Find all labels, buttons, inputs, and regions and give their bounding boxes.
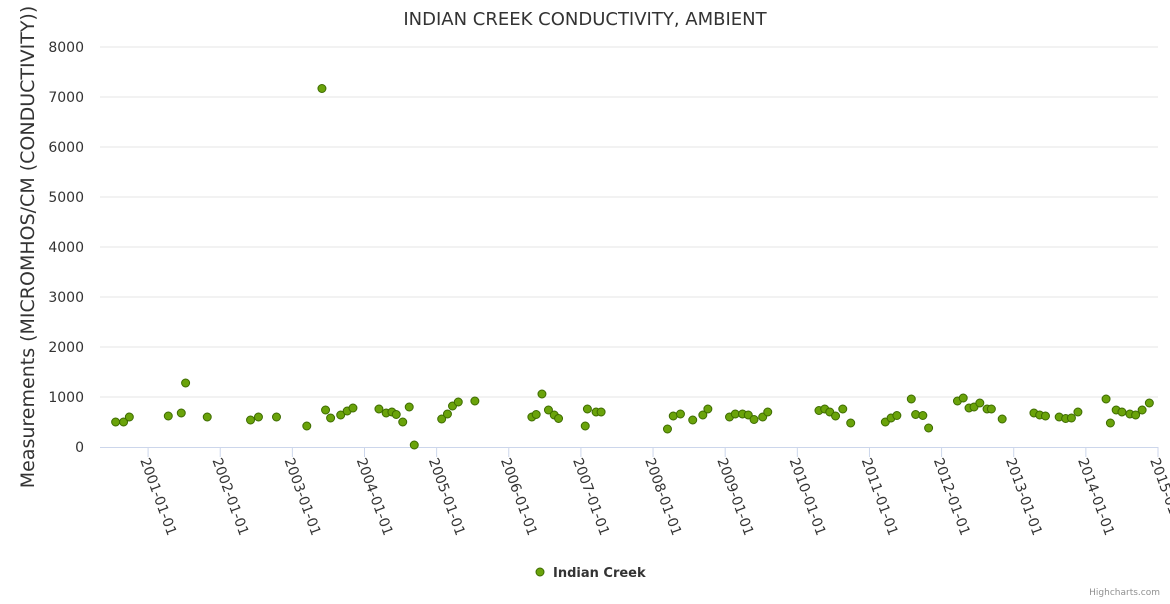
data-point[interactable] <box>1117 407 1127 417</box>
data-point[interactable] <box>911 410 921 419</box>
data-point[interactable] <box>763 407 773 417</box>
y-tick-label: 5000 <box>48 190 84 206</box>
data-point[interactable] <box>202 412 212 422</box>
data-point[interactable] <box>336 410 346 420</box>
y-tick-label: 3000 <box>48 290 84 306</box>
y-tick-label: 1000 <box>48 390 84 406</box>
data-point[interactable] <box>321 405 331 415</box>
data-point[interactable] <box>442 409 452 419</box>
grid-lines <box>100 46 1158 398</box>
data-point[interactable] <box>580 421 590 431</box>
data-point[interactable] <box>958 393 968 403</box>
data-point[interactable] <box>1073 407 1083 417</box>
data-point[interactable] <box>846 418 856 428</box>
data-point[interactable] <box>111 417 121 427</box>
data-point[interactable] <box>537 389 547 399</box>
credits-link[interactable]: Highcharts.com <box>1089 588 1160 598</box>
data-point[interactable] <box>398 417 408 427</box>
data-point[interactable] <box>409 440 419 450</box>
data-point[interactable] <box>1131 410 1141 420</box>
data-point[interactable] <box>743 410 753 420</box>
data-point[interactable] <box>838 404 848 414</box>
data-point[interactable] <box>437 414 447 424</box>
data-point[interactable] <box>1040 411 1050 421</box>
data-point[interactable] <box>391 410 401 419</box>
data-point[interactable] <box>698 410 708 420</box>
data-point[interactable] <box>892 411 902 420</box>
y-tick-label: 2000 <box>48 340 84 356</box>
data-point[interactable] <box>554 414 564 423</box>
data-point[interactable] <box>326 413 336 423</box>
data-point[interactable] <box>1101 394 1111 404</box>
data-point[interactable] <box>271 412 281 422</box>
data-point[interactable] <box>253 412 263 422</box>
data-point[interactable] <box>675 409 685 419</box>
legend[interactable]: Indian Creek <box>535 566 646 581</box>
data-point[interactable] <box>997 414 1007 424</box>
chart-title: INDIAN CREEK CONDUCTIVITY, AMBIENT <box>403 9 767 30</box>
data-point[interactable] <box>1144 398 1154 408</box>
data-point[interactable] <box>749 415 759 424</box>
y-tick-label: 4000 <box>48 240 84 256</box>
data-point[interactable] <box>181 378 191 388</box>
data-point[interactable] <box>317 84 327 93</box>
data-point[interactable] <box>470 396 480 406</box>
scatter-points <box>111 84 1154 450</box>
data-point[interactable] <box>1066 413 1076 423</box>
data-point[interactable] <box>404 402 414 412</box>
y-tick-label: 8000 <box>48 40 84 56</box>
data-point[interactable] <box>531 410 541 419</box>
y-tick-label: 6000 <box>48 140 84 156</box>
data-point[interactable] <box>688 415 698 425</box>
y-tick-label: 7000 <box>48 90 84 106</box>
y-axis-label: Measurements (MICROMHOS/CM (CONDUCTIVITY… <box>17 6 39 489</box>
data-point[interactable] <box>831 411 841 421</box>
y-tick-label: 0 <box>75 440 84 456</box>
data-point[interactable] <box>124 412 134 422</box>
legend-marker-icon <box>535 567 545 577</box>
data-point[interactable] <box>246 415 256 425</box>
data-point[interactable] <box>582 404 592 414</box>
data-point[interactable] <box>703 404 713 414</box>
data-point[interactable] <box>918 411 928 420</box>
data-point[interactable] <box>596 407 606 417</box>
data-point[interactable] <box>924 423 934 433</box>
data-point[interactable] <box>348 403 358 413</box>
data-point[interactable] <box>1105 418 1115 428</box>
data-point[interactable] <box>662 424 672 434</box>
legend-label: Indian Creek <box>553 566 646 581</box>
data-point[interactable] <box>163 411 173 421</box>
data-point[interactable] <box>119 417 129 427</box>
data-point[interactable] <box>374 404 384 414</box>
data-point[interactable] <box>302 421 312 431</box>
data-point[interactable] <box>1137 405 1147 415</box>
data-point[interactable] <box>543 405 553 415</box>
data-point[interactable] <box>176 408 186 418</box>
data-point[interactable] <box>453 397 463 407</box>
data-point[interactable] <box>986 404 996 414</box>
data-point[interactable] <box>906 394 916 404</box>
data-point[interactable] <box>975 398 985 408</box>
